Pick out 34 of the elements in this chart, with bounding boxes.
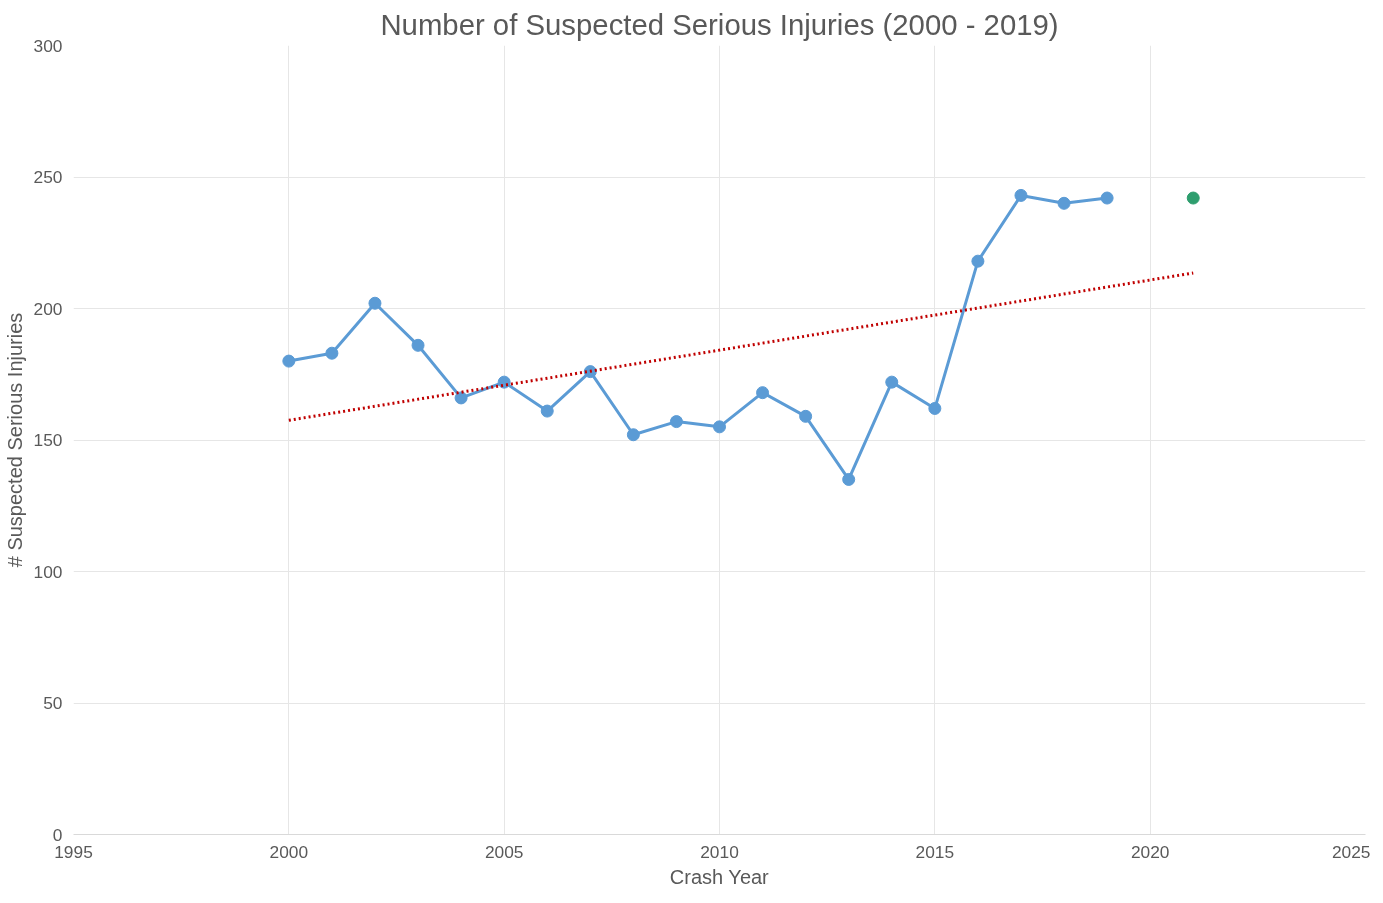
x-tick-label: 2015: [915, 841, 955, 862]
chart-title: Number of Suspected Serious Injuries (2000 - 2019): [380, 7, 1059, 41]
point: [971, 254, 985, 268]
y-tick-label: 50: [43, 693, 63, 713]
point: [756, 386, 770, 400]
point: [626, 428, 640, 442]
y-tick-label: 150: [33, 430, 63, 450]
point: [669, 415, 683, 429]
x-axis-title: Crash Year: [669, 865, 770, 888]
point: [799, 409, 813, 423]
point: [368, 296, 382, 310]
point: [282, 354, 296, 368]
y-tick-label: 300: [33, 35, 63, 56]
x-tick-label: 2000: [269, 841, 309, 862]
point: [928, 401, 942, 415]
point: [713, 420, 726, 434]
point: [885, 375, 899, 389]
point: [325, 346, 339, 360]
point: [1014, 188, 1028, 202]
point: [540, 404, 554, 418]
point: [411, 338, 425, 352]
x-tick-label: 2020: [1130, 841, 1170, 862]
y-tick-label: 100: [33, 561, 63, 582]
x-tick-label: 2010: [700, 841, 739, 862]
point: [454, 391, 468, 405]
point: [1100, 191, 1114, 205]
x-tick-label: 2005: [484, 841, 524, 862]
y-axis-title: # Suspected Serious Injuries: [3, 312, 26, 568]
point: [842, 472, 856, 486]
point: [1057, 196, 1071, 210]
point: [1186, 191, 1200, 205]
y-tick-label: 250: [33, 167, 63, 187]
y-tick-label: 200: [33, 298, 63, 319]
x-tick-label: 2025: [1331, 841, 1371, 862]
